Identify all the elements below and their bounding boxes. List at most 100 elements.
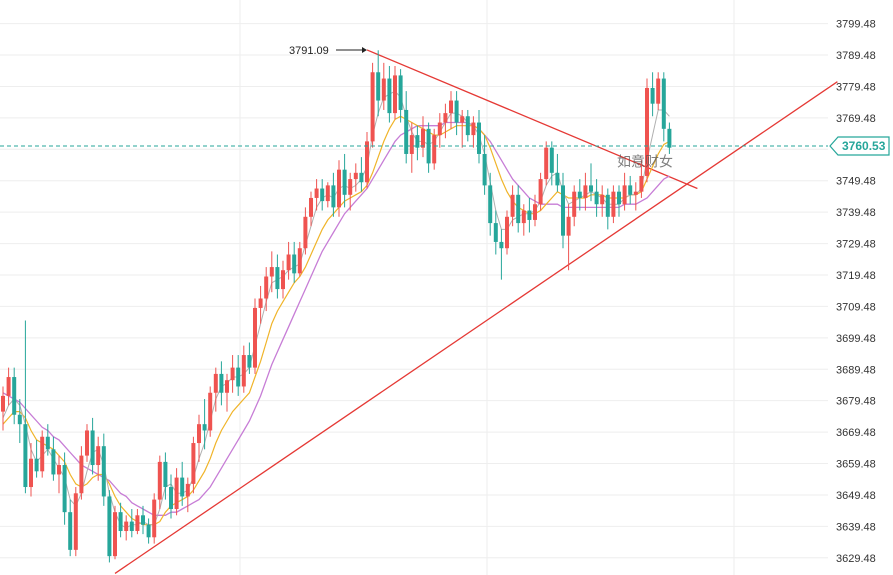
candle[interactable] [247, 342, 252, 374]
candle[interactable] [415, 125, 420, 161]
candle[interactable] [527, 197, 532, 233]
candle[interactable] [62, 452, 67, 525]
candle[interactable] [180, 461, 185, 506]
candle[interactable] [499, 229, 504, 280]
candle[interactable] [538, 172, 543, 211]
candle[interactable] [281, 260, 285, 299]
candle[interactable] [129, 509, 134, 538]
candle[interactable] [241, 345, 246, 393]
trendline-resistance[interactable] [366, 49, 698, 190]
candle[interactable] [426, 122, 431, 173]
candle[interactable] [292, 241, 297, 283]
candle[interactable] [572, 185, 577, 227]
candle[interactable] [314, 179, 319, 211]
candle[interactable] [376, 50, 381, 117]
candle[interactable] [96, 436, 101, 481]
candle[interactable] [309, 191, 313, 227]
candle[interactable] [23, 320, 28, 494]
candle[interactable] [253, 298, 257, 374]
candle[interactable] [409, 122, 414, 173]
candle[interactable] [594, 179, 599, 217]
candle[interactable] [107, 490, 112, 563]
candle[interactable] [516, 185, 521, 233]
candle[interactable] [544, 141, 549, 186]
candle[interactable] [45, 424, 50, 456]
candle[interactable] [393, 65, 397, 120]
candle[interactable] [118, 502, 123, 538]
candle[interactable] [169, 474, 173, 519]
candle[interactable] [236, 355, 241, 396]
candle[interactable] [398, 69, 403, 123]
candle[interactable] [57, 455, 61, 494]
candle[interactable] [370, 62, 375, 148]
candle[interactable] [219, 361, 224, 406]
candle[interactable] [611, 185, 616, 224]
candle[interactable] [577, 179, 582, 211]
candle[interactable] [325, 182, 330, 208]
candle[interactable] [566, 204, 571, 271]
candle[interactable] [17, 399, 22, 444]
trendline-support[interactable] [114, 81, 838, 574]
candle[interactable] [79, 446, 84, 500]
candle[interactable] [561, 172, 565, 249]
candle[interactable] [656, 72, 661, 110]
candle[interactable] [152, 493, 157, 544]
candle[interactable] [622, 172, 627, 211]
candle[interactable] [90, 417, 95, 475]
candle[interactable] [443, 103, 448, 139]
candle[interactable] [600, 185, 605, 217]
candle[interactable] [85, 424, 89, 462]
candle[interactable] [297, 241, 302, 277]
candle[interactable] [454, 91, 459, 136]
candle[interactable] [141, 505, 145, 535]
candle[interactable] [348, 172, 353, 211]
candle[interactable] [163, 452, 168, 500]
candle[interactable] [533, 194, 537, 227]
candle[interactable] [286, 241, 291, 280]
candle[interactable] [555, 153, 560, 192]
candle[interactable] [303, 207, 308, 255]
y-axis[interactable]: 3799.483789.483779.483769.483759.483749.… [836, 19, 876, 565]
candle[interactable] [437, 113, 442, 148]
candle[interactable] [493, 210, 498, 255]
candle[interactable] [208, 386, 213, 437]
candle[interactable] [124, 515, 129, 541]
candle[interactable] [359, 157, 364, 192]
candle[interactable] [421, 116, 425, 158]
candle[interactable] [465, 109, 470, 142]
candle[interactable] [29, 443, 33, 497]
candle[interactable] [667, 122, 672, 154]
candle[interactable] [202, 399, 207, 450]
candle[interactable] [650, 72, 655, 117]
candle[interactable] [264, 267, 269, 312]
candle[interactable] [258, 285, 263, 324]
candle[interactable] [521, 204, 526, 236]
candle[interactable] [645, 78, 649, 183]
candle[interactable] [40, 430, 45, 478]
candle[interactable] [628, 175, 633, 205]
candle[interactable] [460, 109, 465, 148]
candle[interactable] [146, 518, 151, 544]
candle[interactable] [488, 172, 493, 236]
candle[interactable] [275, 254, 280, 299]
candle[interactable] [589, 163, 593, 202]
candle[interactable] [617, 185, 621, 217]
candle[interactable] [101, 433, 106, 506]
candle[interactable] [269, 251, 274, 293]
candle[interactable] [471, 116, 476, 148]
candle[interactable] [387, 65, 392, 123]
candle[interactable] [191, 436, 196, 494]
candle[interactable] [337, 160, 341, 217]
candle[interactable] [1, 386, 5, 431]
candle[interactable] [34, 439, 39, 478]
candle[interactable] [477, 109, 481, 164]
candle[interactable] [12, 367, 17, 425]
candle[interactable] [661, 72, 666, 142]
candle[interactable] [225, 373, 229, 412]
candle[interactable] [342, 153, 347, 208]
candle[interactable] [185, 477, 190, 513]
candle[interactable] [510, 185, 515, 227]
candle[interactable] [320, 179, 325, 211]
